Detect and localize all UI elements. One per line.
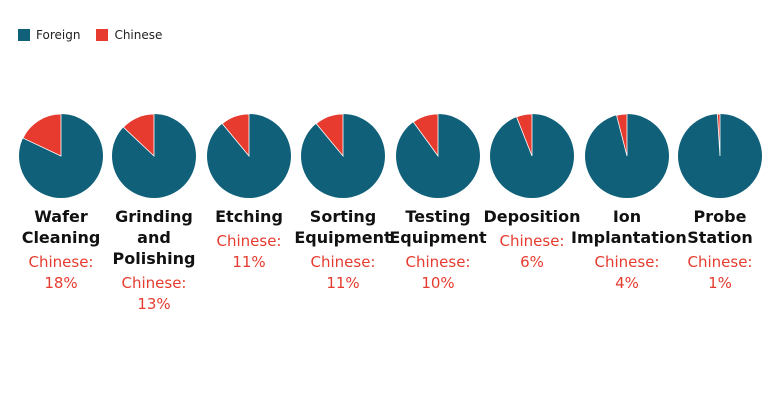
slice-chinese-testing-equipment <box>412 113 439 158</box>
category-sorting-equipment: Sorting Equipment Chinese: 11% <box>287 206 399 294</box>
category-label-line: Polishing <box>112 249 196 268</box>
category-label-ion-implantation: Ion Implantation <box>571 206 687 248</box>
pie-sorting-equipment <box>301 113 385 198</box>
pie-etching <box>207 113 291 198</box>
category-label-deposition: Deposition <box>476 206 588 227</box>
chinese-share-deposition: Chinese: 6% <box>499 232 565 271</box>
pie-deposition <box>490 113 574 198</box>
category-probe-station: Probe Station Chinese: 1% <box>664 206 776 294</box>
category-label-testing-equipment: Testing Equipment <box>382 206 494 248</box>
category-etching: Etching Chinese: 11% <box>193 206 305 273</box>
pie-testing-equipment <box>396 113 480 198</box>
chinese-share-wafer-cleaning: Chinese: 18% <box>28 253 94 292</box>
category-label-line: Station <box>687 228 753 247</box>
slice-chinese-deposition <box>516 113 533 157</box>
chinese-share-sorting-equipment: Chinese: 11% <box>310 253 376 292</box>
category-label-line: Etching <box>215 207 283 226</box>
category-deposition: Deposition Chinese: 6% <box>476 206 588 273</box>
category-ion-implantation: Ion Implantation Chinese: 4% <box>571 206 687 294</box>
pie-ion-implantation <box>585 113 669 198</box>
category-label-wafer-cleaning: Wafer Cleaning <box>5 206 117 248</box>
legend-item-foreign: Foreign <box>18 28 80 42</box>
pie-probe-station <box>678 113 762 198</box>
category-label-sorting-equipment: Sorting Equipment <box>287 206 399 248</box>
category-label-line: Wafer <box>34 207 88 226</box>
legend: Foreign Chinese <box>18 28 178 42</box>
category-label-line: Testing <box>405 207 471 226</box>
category-label-line: Sorting <box>309 207 377 226</box>
legend-item-chinese: Chinese <box>96 28 162 42</box>
category-label-line: and <box>137 228 171 247</box>
pie-grinding-and-polishing <box>112 113 196 198</box>
slice-chinese-ion-implantation <box>616 113 628 157</box>
category-label-line: Equipment <box>294 228 392 247</box>
legend-swatch-foreign <box>18 29 30 41</box>
slice-chinese-sorting-equipment <box>315 113 344 158</box>
category-label-grinding-and-polishing: Grinding and Polishing <box>98 206 210 269</box>
category-wafer-cleaning: Wafer Cleaning Chinese: 18% <box>5 206 117 294</box>
category-label-line: Deposition <box>483 207 581 226</box>
category-label-etching: Etching <box>193 206 305 227</box>
pie-wafer-cleaning <box>19 113 103 198</box>
category-label-probe-station: Probe Station <box>664 206 776 248</box>
slice-chinese-etching <box>221 113 250 158</box>
chinese-share-etching: Chinese: 11% <box>216 232 282 271</box>
category-label-line: Equipment <box>389 228 487 247</box>
chinese-share-probe-station: Chinese: 1% <box>687 253 753 292</box>
category-label-line: Ion <box>612 207 642 226</box>
category-grinding-and-polishing: Grinding and Polishing Chinese: 13% <box>98 206 210 315</box>
category-testing-equipment: Testing Equipment Chinese: 10% <box>382 206 494 294</box>
chinese-share-grinding-and-polishing: Chinese: 13% <box>121 274 187 313</box>
legend-label-chinese: Chinese <box>114 28 163 42</box>
category-label-line: Probe <box>693 207 747 226</box>
chinese-share-testing-equipment: Chinese: 10% <box>405 253 471 292</box>
legend-swatch-chinese <box>96 29 109 41</box>
category-label-line: Grinding <box>115 207 193 226</box>
category-label-line: Cleaning <box>21 228 101 247</box>
category-label-line: Implantation <box>571 228 687 247</box>
slice-chinese-wafer-cleaning <box>22 113 62 157</box>
slice-chinese-probe-station <box>716 113 721 157</box>
chinese-share-ion-implantation: Chinese: 4% <box>594 253 660 292</box>
legend-label-foreign: Foreign <box>36 28 81 42</box>
slice-chinese-grinding-and-polishing <box>122 113 155 157</box>
